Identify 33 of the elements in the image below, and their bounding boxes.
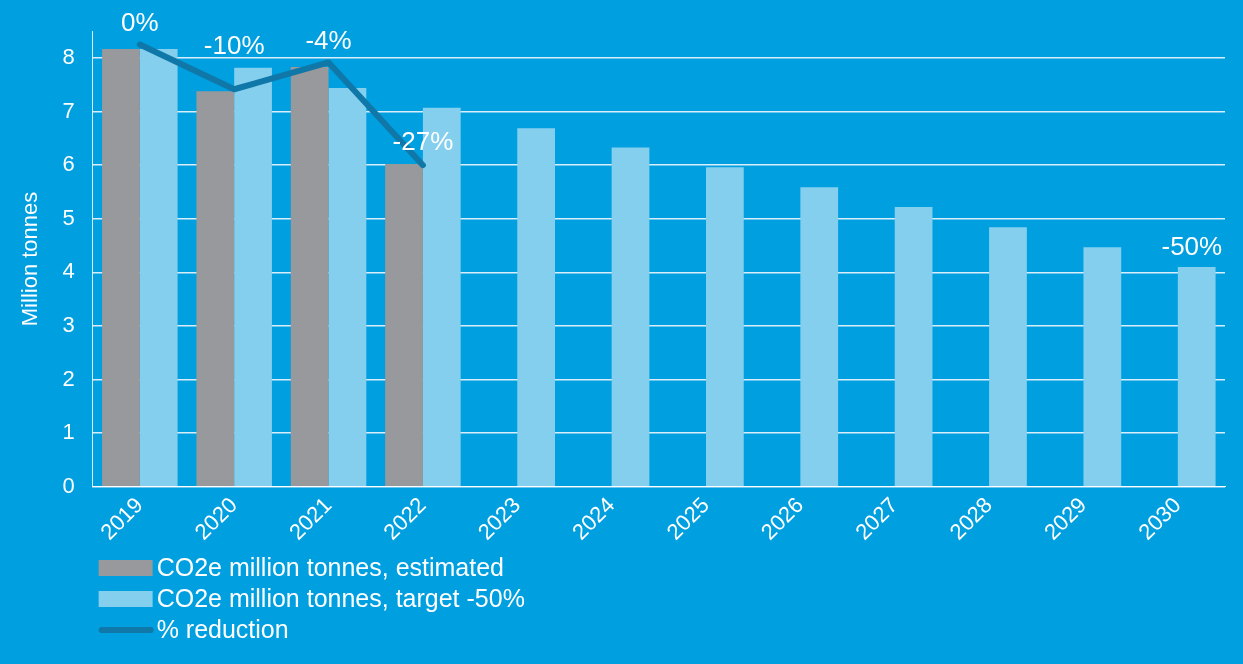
bar [517,128,556,486]
annotation: -50% [1161,231,1223,262]
bar [385,164,423,486]
bar [706,167,744,486]
bar [1177,267,1216,486]
bar [989,227,1027,486]
legend-label: CO2e million tonnes, target -50% [156,583,525,612]
bar [328,88,367,486]
bar [1083,247,1122,486]
bar [139,48,178,486]
y-tick-label: 6 [62,151,75,177]
y-axis-title: Million tonnes [17,191,43,327]
y-tick-label: 3 [62,312,75,338]
bar [800,187,839,486]
bar [196,91,235,486]
y-tick-label: 5 [62,204,75,230]
bar [102,48,140,486]
legend-label: CO2e million tonnes, estimated [156,552,505,581]
data-label: -27% [392,126,454,157]
y-tick-label: 4 [62,258,75,284]
bar [234,67,272,486]
data-label: -10% [203,29,265,60]
y-tick-label: 8 [62,44,75,70]
bar [611,147,650,486]
data-label: -4% [305,24,352,55]
y-tick-label: 1 [62,419,75,445]
y-tick-label: 0 [62,472,75,498]
data-label: 0% [121,6,159,37]
bar [290,67,329,486]
bar [894,206,933,486]
y-tick-label: 7 [62,97,75,123]
y-tick-label: 2 [62,365,75,391]
legend-label: % reduction [156,614,289,643]
